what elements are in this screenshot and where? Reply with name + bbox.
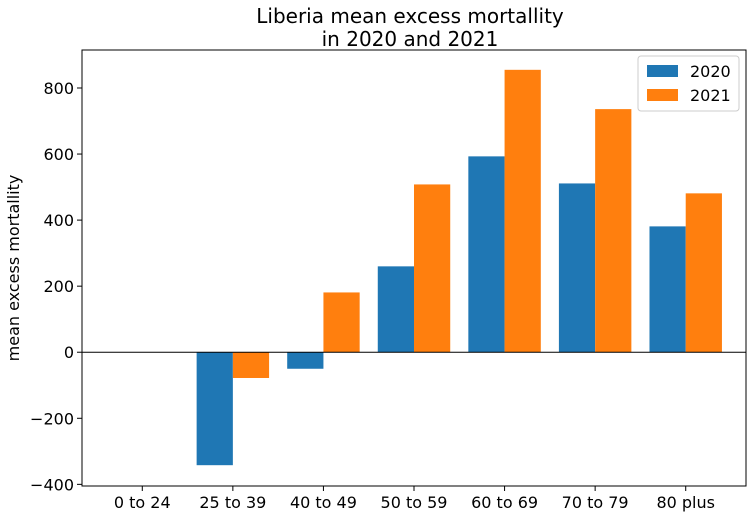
y-tick-label: −200 bbox=[30, 409, 74, 428]
y-tick-label: 400 bbox=[43, 211, 74, 230]
x-tick-label: 80 plus bbox=[656, 493, 715, 512]
y-tick-label: 0 bbox=[64, 343, 74, 362]
x-tick-label: 50 to 59 bbox=[381, 493, 448, 512]
y-tick-label: 200 bbox=[43, 277, 74, 296]
y-axis: −400 −200 0 200 400 600 800 bbox=[30, 79, 82, 494]
x-tick-label: 70 to 79 bbox=[562, 493, 629, 512]
bar-2021-3 bbox=[414, 184, 451, 353]
chart-title-line-2: in 2020 and 2021 bbox=[322, 27, 499, 51]
bar-2021-5 bbox=[595, 109, 632, 353]
legend-label-2021: 2021 bbox=[690, 86, 731, 105]
y-tick-label: 600 bbox=[43, 145, 74, 164]
legend: 2020 2021 bbox=[637, 55, 740, 112]
bar-2020-6 bbox=[649, 226, 686, 353]
legend-label-2020: 2020 bbox=[690, 62, 731, 81]
x-tick-label: 0 to 24 bbox=[114, 493, 171, 512]
bar-2021-6 bbox=[685, 193, 722, 353]
x-tick-label: 60 to 69 bbox=[471, 493, 538, 512]
legend-swatch-2021 bbox=[647, 89, 678, 101]
legend-swatch-2020 bbox=[647, 65, 678, 77]
bar-2020-3 bbox=[377, 266, 414, 353]
y-tick-label: 800 bbox=[43, 79, 74, 98]
x-tick-label: 25 to 39 bbox=[199, 493, 266, 512]
bar-2021-1 bbox=[232, 352, 270, 378]
x-tick-label: 40 to 49 bbox=[290, 493, 357, 512]
x-axis: 0 to 24 25 to 39 40 to 49 50 to 59 60 to 69 7… bbox=[114, 486, 715, 512]
bar-2020-5 bbox=[558, 183, 596, 353]
bar-2021-4 bbox=[504, 69, 541, 353]
bar-2020-1 bbox=[196, 352, 233, 466]
bars-group bbox=[196, 69, 722, 466]
y-tick-label: −400 bbox=[30, 475, 74, 494]
y-axis-label: mean excess mortallity bbox=[4, 175, 23, 362]
bar-2021-2 bbox=[323, 292, 360, 353]
chart-title-line-1: Liberia mean excess mortallity bbox=[256, 4, 564, 28]
bar-2020-4 bbox=[468, 156, 505, 353]
bar-2020-2 bbox=[287, 352, 324, 369]
